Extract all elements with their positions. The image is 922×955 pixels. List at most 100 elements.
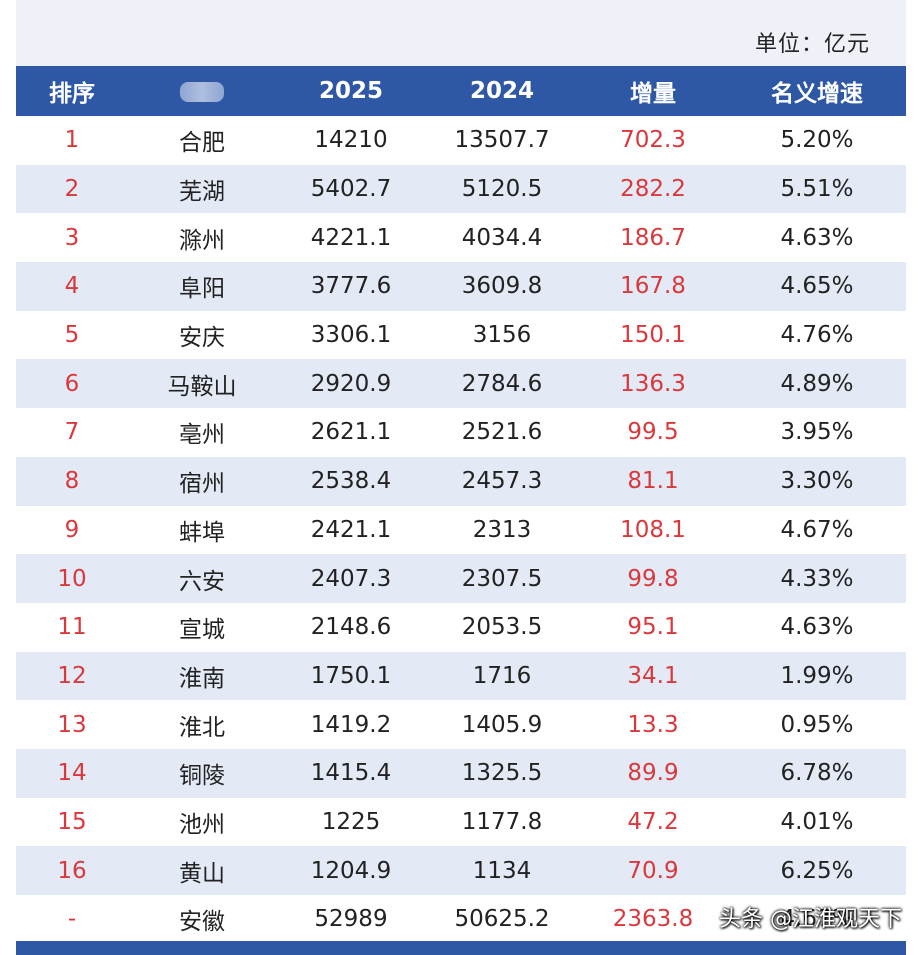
cell-increment: 150.1 xyxy=(620,322,686,349)
cell-city: 亳州 xyxy=(179,422,225,449)
cell-rank: 1 xyxy=(64,127,80,154)
cell-rank: 11 xyxy=(57,614,87,641)
cell-growth: 4.76% xyxy=(780,322,854,349)
header-rank: 排序 xyxy=(49,81,95,107)
cell-city: 马鞍山 xyxy=(167,373,237,400)
table-row: 6 马鞍山 2920.9 2784.6 136.3 4.89% xyxy=(16,359,906,409)
table-row: 10 六安 2407.3 2307.5 99.8 4.33% xyxy=(16,554,906,603)
cell-2025: 1419.2 xyxy=(310,711,392,738)
cell-2025: 14210 xyxy=(314,127,388,154)
cell-2025: 1225 xyxy=(321,808,381,835)
cell-increment: 47.2 xyxy=(627,808,679,835)
cell-2025: 1415.4 xyxy=(310,760,392,787)
cell-rank: 10 xyxy=(57,565,87,592)
cell-increment: 34.1 xyxy=(627,662,679,689)
cell-city: 安庆 xyxy=(179,325,225,352)
cell-growth: 0.95% xyxy=(780,711,854,738)
cell-increment: 13.3 xyxy=(627,711,679,738)
table-row: 15 池州 1225 1177.8 47.2 4.01% xyxy=(16,797,906,847)
table-row: 1 合肥 14210 13507.7 702.3 5.20% xyxy=(16,116,906,165)
cell-2024: 3156 xyxy=(472,322,532,349)
table-row: 8 宿州 2538.4 2457.3 81.1 3.30% xyxy=(16,456,906,506)
cell-increment: 702.3 xyxy=(620,127,686,154)
cell-city: 铜陵 xyxy=(179,763,225,790)
cell-growth: 5.51% xyxy=(780,176,854,203)
cell-increment: 81.1 xyxy=(627,468,679,495)
cell-city: 六安 xyxy=(179,568,225,595)
cell-2025: 52989 xyxy=(314,906,388,933)
header-2025: 2025 xyxy=(318,78,383,104)
cell-2024: 13507.7 xyxy=(454,127,550,154)
table-row: 7 亳州 2621.1 2521.6 99.5 3.95% xyxy=(16,408,906,457)
cell-2025: 2538.4 xyxy=(310,468,392,495)
cell-2024: 2307.5 xyxy=(461,565,543,592)
cell-2025: 1750.1 xyxy=(310,662,392,689)
cell-2024: 3609.8 xyxy=(461,273,543,300)
cell-2025: 4221.1 xyxy=(310,224,392,251)
cell-2024: 4034.4 xyxy=(461,224,543,251)
cell-city: 安徽 xyxy=(179,909,225,936)
cell-city: 宿州 xyxy=(179,471,225,498)
cell-increment: 89.9 xyxy=(627,760,679,787)
cell-growth: 4.67% xyxy=(780,906,854,933)
cell-growth: 4.67% xyxy=(780,516,854,543)
cell-increment: 95.1 xyxy=(627,614,679,641)
cell-growth: 1.99% xyxy=(780,662,854,689)
cell-growth: 4.63% xyxy=(780,224,854,251)
cell-increment: 2363.8 xyxy=(612,906,694,933)
cell-city: 淮南 xyxy=(179,665,225,692)
cell-increment: 99.5 xyxy=(627,419,679,446)
table-row: 4 阜阳 3777.6 3609.8 167.8 4.65% xyxy=(16,262,906,311)
cell-growth: 5.20% xyxy=(780,127,854,154)
table-body: 1 合肥 14210 13507.7 702.3 5.20% 2 芜湖 5402.7 5120.5… xyxy=(16,116,906,944)
cell-2024: 1177.8 xyxy=(461,808,543,835)
cell-rank: 13 xyxy=(57,711,87,738)
table-row: - 安徽 52989 50625.2 2363.8 4.67% xyxy=(16,895,906,944)
cell-rank: 2 xyxy=(64,176,80,203)
cell-increment: 282.2 xyxy=(620,176,686,203)
cell-growth: 6.78% xyxy=(780,760,854,787)
cell-city: 池州 xyxy=(179,811,225,838)
cell-2024: 5120.5 xyxy=(461,176,543,203)
header-2024: 2024 xyxy=(469,78,534,104)
cell-2025: 1204.9 xyxy=(310,857,392,884)
cell-city: 滁州 xyxy=(179,227,225,254)
table-row: 12 淮南 1750.1 1716 34.1 1.99% xyxy=(16,651,906,701)
cell-2024: 2053.5 xyxy=(461,614,543,641)
cell-growth: 3.30% xyxy=(780,468,854,495)
cell-2024: 1716 xyxy=(472,662,532,689)
cell-growth: 4.89% xyxy=(780,370,854,397)
cell-increment: 99.8 xyxy=(627,565,679,592)
footer-bar xyxy=(16,941,906,955)
cell-growth: 4.01% xyxy=(780,808,854,835)
cell-2025: 5402.7 xyxy=(310,176,392,203)
cell-city: 合肥 xyxy=(179,130,225,157)
gdp-table: 排序 2025 2024 增量 名义增速 1 合肥 14210 13507.7 702.… xyxy=(16,66,906,944)
cell-increment: 136.3 xyxy=(620,370,686,397)
table-row: 13 淮北 1419.2 1405.9 13.3 0.95% xyxy=(16,700,906,749)
cell-rank: 5 xyxy=(64,322,80,349)
cell-rank: 9 xyxy=(64,516,80,543)
cell-rank: 14 xyxy=(57,760,87,787)
cell-rank: 7 xyxy=(64,419,80,446)
unit-label: 单位：亿元 xyxy=(754,32,870,57)
table-row: 11 宣城 2148.6 2053.5 95.1 4.63% xyxy=(16,602,906,652)
cell-2024: 1405.9 xyxy=(461,711,543,738)
header-growth: 名义增速 xyxy=(771,81,863,107)
cell-rank: 12 xyxy=(57,662,87,689)
cell-rank: 3 xyxy=(64,224,80,251)
cell-growth: 4.33% xyxy=(780,565,854,592)
cell-2024: 2457.3 xyxy=(461,468,543,495)
cell-increment: 108.1 xyxy=(620,516,686,543)
table-row: 9 蚌埠 2421.1 2313 108.1 4.67% xyxy=(16,505,906,555)
table-row: 3 滁州 4221.1 4034.4 186.7 4.63% xyxy=(16,213,906,263)
cell-city: 芜湖 xyxy=(179,179,225,206)
table-row: 16 黄山 1204.9 1134 70.9 6.25% xyxy=(16,846,906,895)
cell-increment: 167.8 xyxy=(620,273,686,300)
cell-rank: 15 xyxy=(57,808,87,835)
cell-increment: 186.7 xyxy=(620,224,686,251)
cell-growth: 3.95% xyxy=(780,419,854,446)
cell-rank: 6 xyxy=(64,370,80,397)
cell-rank: 16 xyxy=(57,857,87,884)
cell-city: 宣城 xyxy=(179,617,225,644)
